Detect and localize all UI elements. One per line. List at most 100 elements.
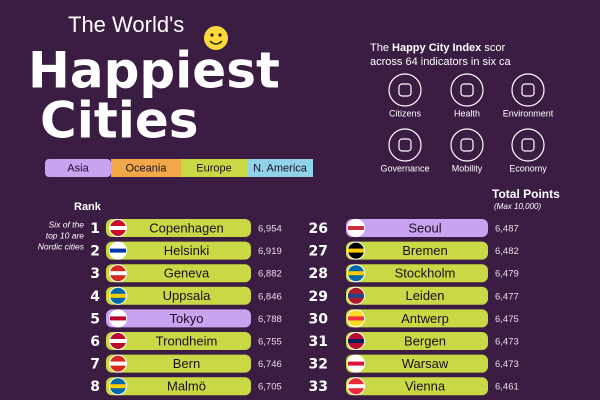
city-bar (346, 219, 488, 237)
city-bar (346, 241, 488, 260)
city-name: Stockholm (395, 266, 456, 281)
category-label: Citizens (389, 108, 422, 118)
flag-detail (110, 316, 126, 321)
flag-detail (348, 384, 364, 389)
city-name: Malmö (167, 379, 206, 394)
points-sub: (Max 10,000) (494, 202, 541, 211)
smiley (204, 26, 228, 50)
city-bar (346, 377, 488, 396)
points: 6,746 (258, 359, 282, 370)
intro-line1: The Happy City Index scor (370, 42, 505, 54)
legend-label: Asia (67, 162, 89, 174)
city-name: Uppsala (163, 288, 211, 303)
legend-swatch (247, 159, 313, 177)
rank: 27 (309, 244, 328, 260)
rank: 32 (309, 357, 328, 373)
city-bar (346, 286, 488, 305)
points: 6,461 (495, 382, 519, 393)
city-bar (106, 377, 251, 396)
rank-header: Rank (74, 201, 102, 213)
flag-detail (348, 293, 364, 298)
city-bar (106, 286, 251, 305)
rank: 8 (90, 379, 100, 395)
category-label: Health (454, 108, 480, 118)
city-bar (106, 354, 251, 373)
city-name: Bremen (402, 243, 448, 258)
note-line: Six of the (49, 219, 85, 229)
city-name: Leiden (405, 288, 444, 303)
rank: 6 (90, 334, 100, 350)
icon-glyph (460, 138, 474, 152)
category-label: Environment (503, 108, 554, 118)
legend-label: Europe (196, 162, 231, 174)
rank: 33 (309, 379, 328, 395)
points: 6,954 (258, 224, 282, 235)
city-bar (106, 309, 251, 328)
flag-detail (110, 293, 126, 298)
flag-detail (110, 361, 126, 366)
ranking: 1 Copenhagen 6,954 2 Helsinki 6,919 3 Geneva 6,8… (90, 219, 519, 396)
icon-glyph (460, 83, 474, 97)
icon-glyph (398, 138, 412, 152)
legend: Asia Oceania Europe N. America (45, 159, 313, 177)
points: 6,487 (495, 224, 519, 235)
points-header: Total Points (492, 187, 560, 201)
rank: 7 (90, 357, 100, 373)
city-bar (106, 332, 251, 350)
flag-detail (348, 271, 364, 276)
flag-detail (110, 271, 126, 276)
flag-detail (348, 226, 364, 230)
category-label: Mobility (452, 163, 483, 173)
category-icons: Citizens Health Environment Governance Mobil… (380, 73, 554, 173)
legend-swatch (111, 159, 181, 177)
rank: 26 (309, 221, 328, 237)
note-line: Nordic cities (38, 241, 85, 251)
flag-detail (348, 248, 364, 253)
city-bar (346, 332, 488, 350)
rank: 5 (90, 311, 100, 327)
category-icon (450, 128, 484, 162)
flag-detail (110, 339, 126, 343)
category-icon (511, 73, 545, 107)
flag-detail (110, 248, 126, 253)
points: 6,846 (258, 291, 282, 302)
legend-swatch (181, 159, 247, 177)
city-bar (106, 219, 251, 237)
points: 6,755 (258, 337, 282, 348)
city-bar (346, 354, 488, 373)
city-name: Warsaw (402, 356, 449, 371)
points: 6,479 (495, 269, 519, 280)
rank: 2 (90, 244, 100, 260)
points: 6,475 (495, 314, 519, 325)
flag-detail (110, 226, 126, 230)
flag-detail (348, 361, 364, 366)
icon-glyph (398, 83, 412, 97)
rank: 1 (90, 221, 100, 237)
rank: 29 (309, 289, 328, 305)
category-icon (388, 73, 422, 107)
city-name: Helsinki (164, 243, 210, 258)
rank: 30 (309, 311, 329, 327)
note-line: top 10 are (46, 230, 85, 240)
points: 6,473 (495, 359, 519, 370)
icon-glyph (521, 83, 535, 97)
category-label: Economy (509, 163, 547, 173)
points: 6,788 (258, 314, 282, 325)
rank: 3 (90, 266, 100, 282)
points: 6,482 (495, 246, 519, 257)
points: 6,705 (258, 382, 282, 393)
city-name: Bergen (404, 333, 446, 348)
title-line1: The World's (68, 12, 184, 37)
city-name: Trondheim (156, 333, 218, 348)
city-bar (346, 309, 488, 328)
city-name: Vienna (405, 379, 446, 394)
rank: 4 (90, 289, 100, 305)
category-icon (511, 128, 545, 162)
city-name: Copenhagen (149, 220, 223, 235)
city-name: Antwerp (401, 311, 449, 326)
legend-label: Oceania (126, 162, 168, 174)
flag-detail (110, 384, 126, 389)
category-label: Governance (380, 163, 429, 173)
city-name: Tokyo (170, 311, 204, 326)
